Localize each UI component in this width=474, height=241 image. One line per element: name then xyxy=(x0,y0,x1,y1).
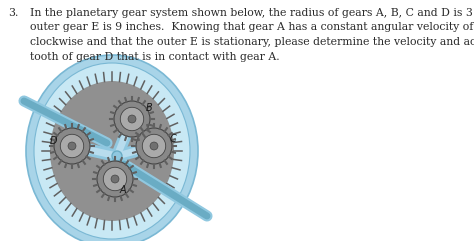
Text: B: B xyxy=(146,103,153,113)
Circle shape xyxy=(128,115,136,123)
Circle shape xyxy=(111,175,119,183)
Circle shape xyxy=(97,161,133,197)
Ellipse shape xyxy=(50,81,174,221)
Circle shape xyxy=(136,128,172,164)
Circle shape xyxy=(150,142,158,150)
Circle shape xyxy=(150,142,158,150)
Text: outer gear E is 9 inches.  Knowing that gear A has a constant angular velocity o: outer gear E is 9 inches. Knowing that g… xyxy=(30,22,474,33)
Circle shape xyxy=(68,142,76,150)
Circle shape xyxy=(103,167,127,191)
Text: 3.: 3. xyxy=(8,8,18,18)
Text: tooth of gear D that is in contact with gear A.: tooth of gear D that is in contact with … xyxy=(30,52,280,61)
Text: In the planetary gear system shown below, the radius of gears A, B, C and D is 3: In the planetary gear system shown below… xyxy=(30,8,474,18)
Circle shape xyxy=(142,134,166,158)
Circle shape xyxy=(114,101,150,137)
Ellipse shape xyxy=(34,63,190,239)
Text: clockwise and that the outer E is stationary, please determine the velocity and : clockwise and that the outer E is statio… xyxy=(30,37,474,47)
Circle shape xyxy=(128,115,136,123)
Circle shape xyxy=(68,142,76,150)
Ellipse shape xyxy=(26,55,198,241)
Circle shape xyxy=(54,128,90,164)
Circle shape xyxy=(112,151,122,161)
Circle shape xyxy=(120,107,144,131)
Circle shape xyxy=(60,134,84,158)
Text: C: C xyxy=(170,134,177,144)
Text: A: A xyxy=(120,185,127,195)
Text: D: D xyxy=(50,136,57,146)
